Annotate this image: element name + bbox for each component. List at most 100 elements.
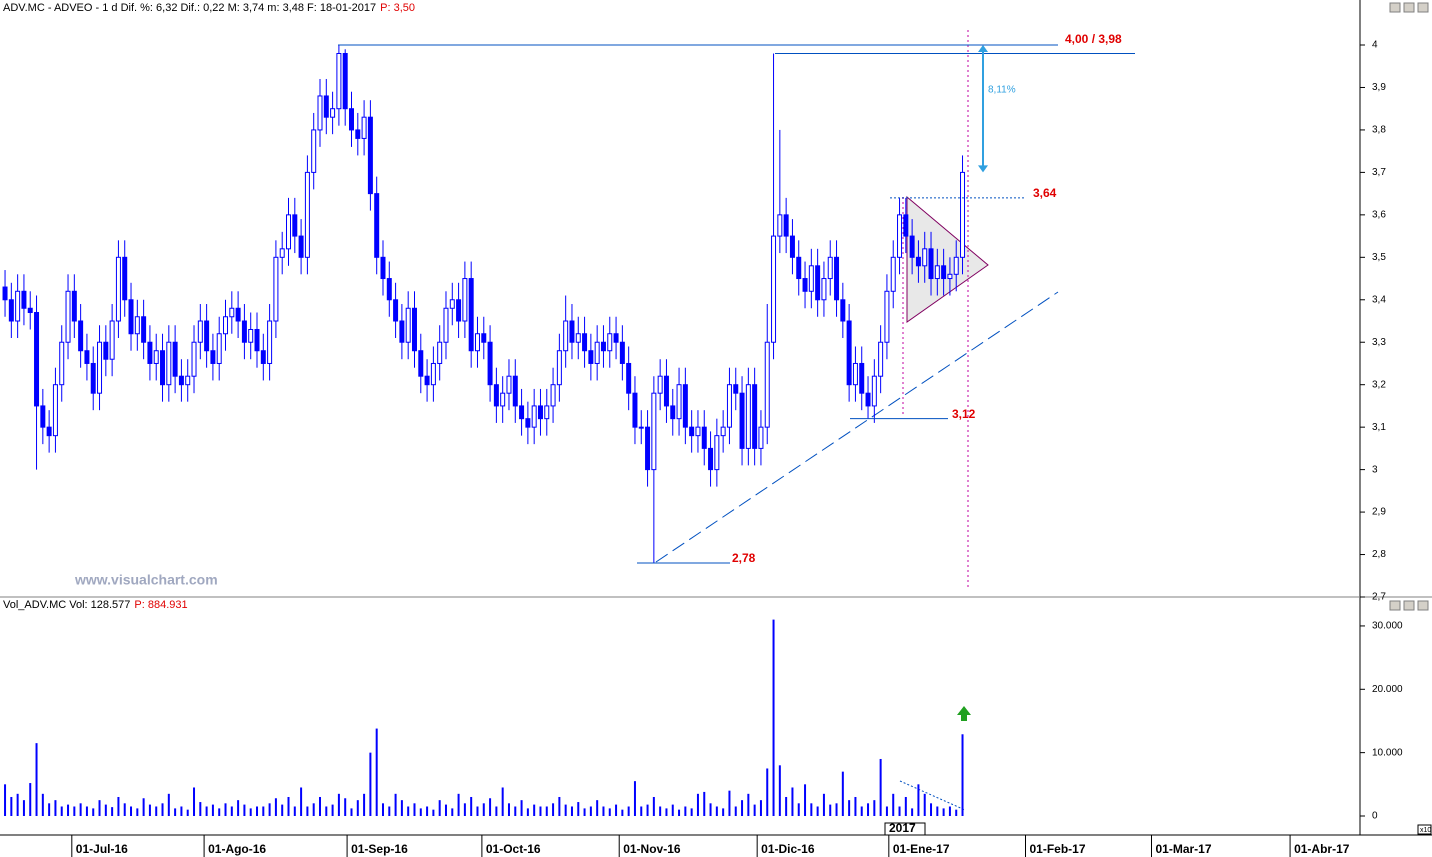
candle-body	[27, 307, 33, 314]
volume-bar	[300, 787, 303, 816]
candle-body	[512, 375, 518, 407]
candle-body	[708, 447, 714, 471]
candle-body	[783, 214, 789, 237]
candle-body	[827, 256, 833, 280]
minimize-button[interactable]	[1389, 600, 1401, 611]
volume-bar	[438, 800, 441, 816]
volume-bar	[193, 787, 196, 816]
candle-body	[254, 328, 260, 352]
candle-body	[720, 426, 726, 437]
y-tick-label: 10.000	[1372, 747, 1403, 758]
candle-body	[115, 256, 121, 322]
volume-bar	[142, 798, 145, 816]
close-button[interactable]	[1417, 600, 1429, 611]
candle-body	[229, 307, 235, 318]
volume-bar	[577, 802, 580, 816]
volume-bar	[671, 804, 674, 816]
close-button[interactable]	[1417, 2, 1429, 13]
candle-body	[178, 375, 184, 386]
volume-bar	[413, 803, 416, 816]
x-tick-label: 01-Jul-16	[76, 842, 128, 856]
volume-bar	[482, 803, 485, 816]
x-tick-label: 01-Sep-16	[351, 842, 408, 856]
candle-body	[859, 362, 865, 394]
candle-body	[771, 235, 777, 343]
volume-bar	[904, 796, 907, 816]
volume-bar	[407, 806, 410, 816]
candle-body	[808, 265, 814, 292]
volume-bar	[117, 796, 120, 816]
volume-bar	[167, 793, 170, 816]
candle-body	[223, 316, 229, 335]
candle-body	[15, 290, 21, 322]
volume-bar	[728, 790, 731, 816]
candle-body	[563, 320, 569, 352]
candle-body	[550, 384, 556, 407]
candle-body	[449, 299, 455, 309]
candle-body	[456, 299, 462, 322]
candle-body	[248, 328, 254, 343]
candle-body	[40, 405, 46, 428]
candle-body	[840, 299, 846, 322]
volume-bar	[211, 804, 214, 816]
volume-bar	[381, 803, 384, 816]
candle-body	[878, 341, 884, 377]
candle-body	[90, 362, 96, 394]
maximize-button[interactable]	[1403, 2, 1415, 13]
volume-bar	[753, 804, 756, 816]
volume-bar	[961, 734, 964, 816]
candle-body	[128, 299, 134, 335]
candle-body	[745, 384, 751, 449]
year-label: 2017	[889, 821, 916, 835]
candle-body	[695, 426, 701, 437]
volume-bar	[104, 804, 107, 816]
candle-body	[330, 108, 336, 118]
candle-body	[8, 299, 14, 322]
volume-bar	[948, 806, 951, 816]
candle-body	[97, 341, 103, 394]
y-tick-label: 3,5	[1372, 252, 1386, 263]
x-tick-label: 01-Dic-16	[761, 842, 815, 856]
candle-body	[185, 375, 191, 386]
volume-bar	[621, 809, 624, 816]
volume-bar	[230, 806, 233, 816]
candle-body	[418, 350, 424, 377]
y-tick-label: 3,1	[1372, 422, 1386, 433]
volume-bar	[444, 804, 447, 816]
candle-body	[355, 129, 361, 139]
y-tick-label: 3,4	[1372, 294, 1386, 305]
volume-bar	[583, 808, 586, 816]
volume-bar	[130, 806, 133, 816]
volume-bar	[829, 804, 832, 816]
maximize-button[interactable]	[1403, 600, 1415, 611]
volume-bar	[627, 806, 630, 816]
candle-body	[424, 375, 430, 386]
candle-body	[273, 256, 279, 322]
candle-body	[544, 405, 550, 420]
candle-body	[84, 350, 90, 364]
volume-bar	[923, 793, 926, 816]
minimize-button[interactable]	[1389, 2, 1401, 13]
candle-body	[953, 256, 959, 275]
candle-body	[147, 341, 153, 364]
volume-bar	[67, 804, 70, 816]
volume-bar	[111, 807, 114, 816]
volume-bar	[174, 808, 177, 816]
volume-bar	[816, 806, 819, 816]
volume-bar	[495, 806, 498, 816]
volume-bar	[942, 808, 945, 816]
volume-bar	[841, 771, 844, 816]
volume-bar	[10, 796, 13, 816]
y-tick-label: 0	[1372, 811, 1378, 822]
candle-body	[380, 256, 386, 280]
candle-body	[59, 341, 65, 386]
volume-avg: P: 884.931	[134, 599, 187, 611]
y-tick-label: 2,8	[1372, 549, 1386, 560]
volume-bar	[772, 619, 775, 816]
volume-bar	[274, 798, 277, 816]
y-tick-label: 2,9	[1372, 507, 1386, 518]
arrow-head	[978, 45, 988, 53]
candle-body	[241, 320, 247, 343]
volume-bar	[703, 791, 706, 816]
